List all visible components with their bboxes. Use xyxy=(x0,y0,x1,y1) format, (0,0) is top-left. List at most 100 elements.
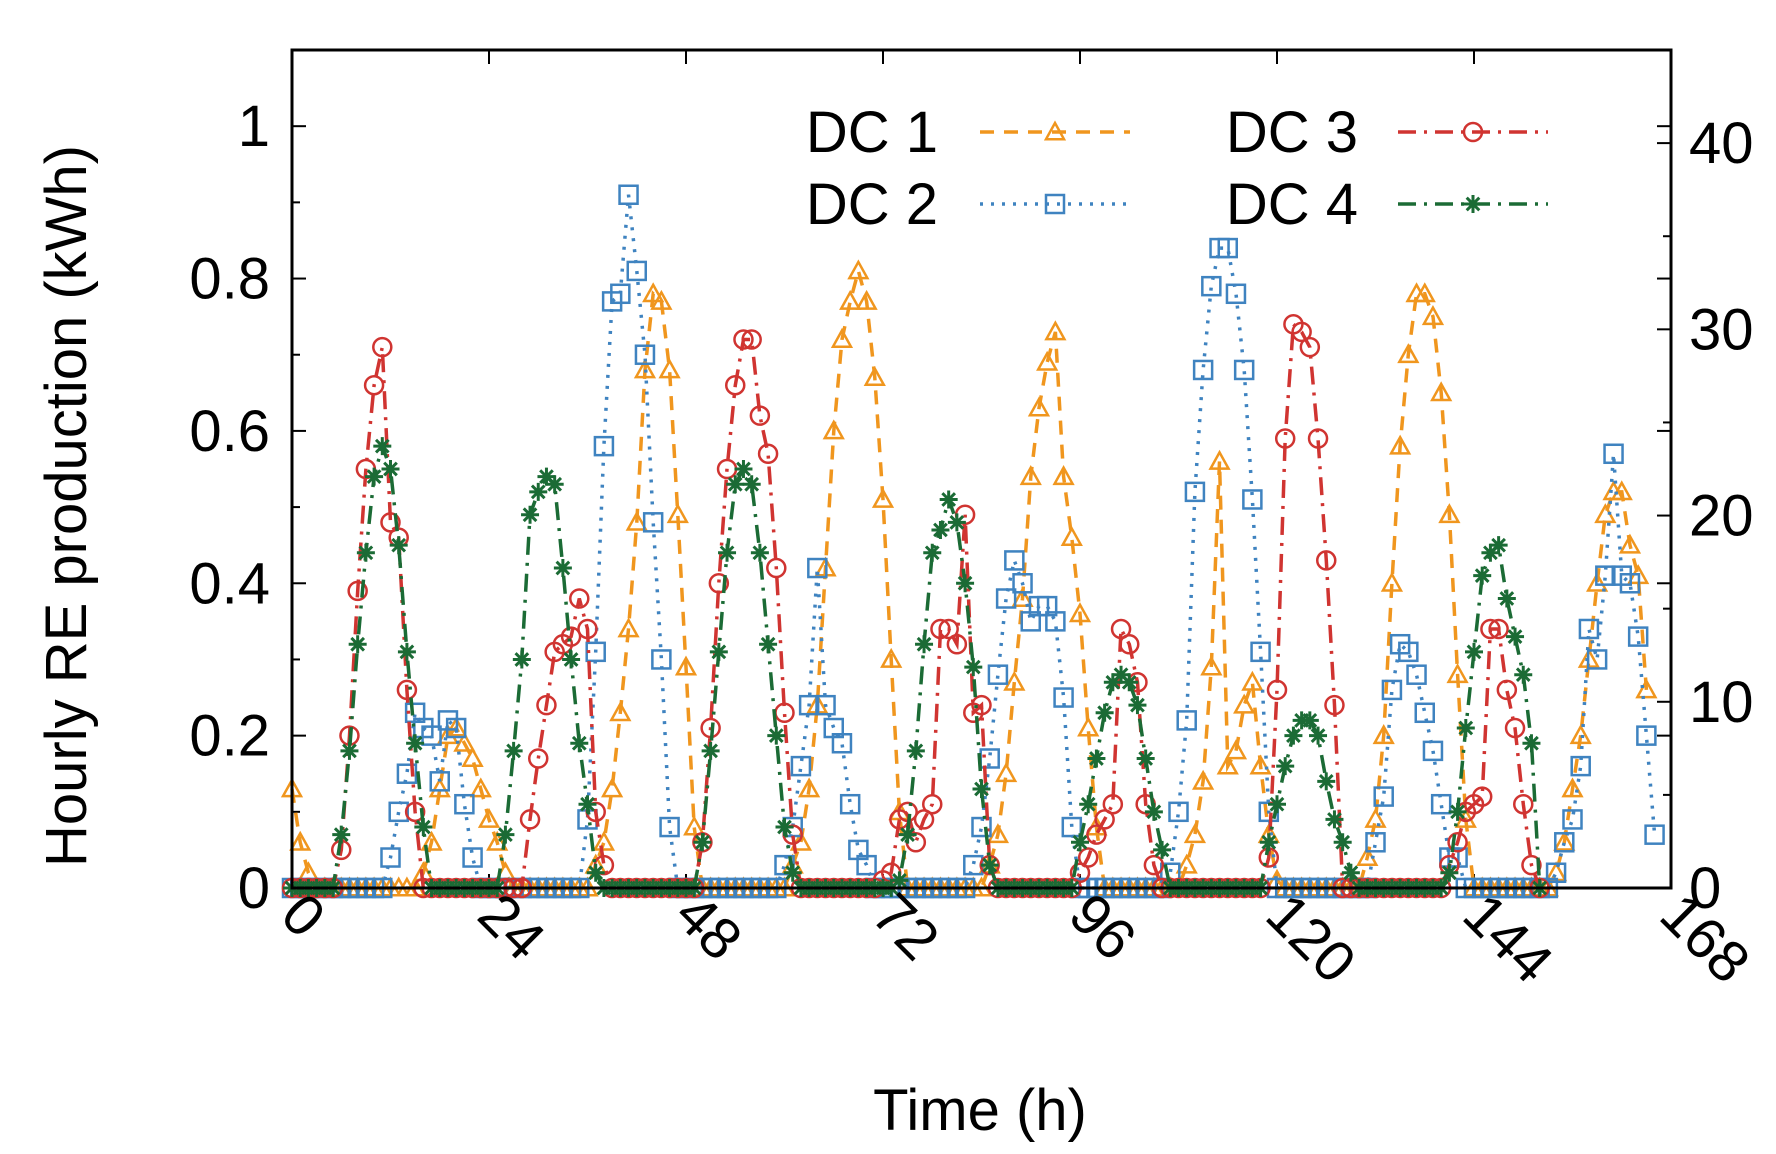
data-point xyxy=(898,825,917,844)
data-point xyxy=(389,536,408,555)
data-point xyxy=(429,771,450,792)
data-point xyxy=(562,650,581,669)
data-point xyxy=(420,830,443,851)
data-point xyxy=(839,289,862,310)
data-point xyxy=(428,777,451,798)
data-point xyxy=(1217,237,1238,259)
data-point xyxy=(856,854,877,876)
data-point xyxy=(1307,428,1329,449)
data-point xyxy=(1372,724,1395,745)
y2-tick-label: 30 xyxy=(1689,297,1754,362)
data-point xyxy=(521,505,540,524)
data-point xyxy=(1086,824,1107,845)
data-point xyxy=(626,260,647,282)
data-point xyxy=(1208,449,1231,470)
data-point xyxy=(380,847,401,868)
data-point xyxy=(1102,793,1124,815)
data-point xyxy=(1513,793,1534,815)
data-point xyxy=(1043,120,1067,141)
data-point xyxy=(1183,823,1207,844)
data-point xyxy=(1112,665,1131,684)
data-point xyxy=(1497,589,1516,608)
data-point xyxy=(570,734,589,753)
data-point xyxy=(445,717,467,739)
data-point xyxy=(348,635,367,654)
data-point xyxy=(931,520,950,539)
data-point xyxy=(340,741,359,760)
data-point xyxy=(1044,193,1066,215)
data-point xyxy=(1414,702,1435,724)
data-point xyxy=(586,863,605,882)
data-point xyxy=(625,510,648,531)
data-point xyxy=(1610,480,1633,501)
data-point xyxy=(1044,320,1067,341)
data-point xyxy=(642,282,665,303)
data-point xyxy=(822,419,845,440)
data-point xyxy=(831,733,853,754)
data-point xyxy=(1061,816,1083,838)
data-point xyxy=(1128,696,1147,715)
data-point xyxy=(609,701,632,722)
data-point xyxy=(1422,740,1444,762)
data-point xyxy=(1200,655,1223,676)
data-point xyxy=(1103,673,1122,692)
data-point xyxy=(789,830,813,851)
data-point xyxy=(617,617,640,638)
data-point xyxy=(1430,381,1453,402)
data-point xyxy=(1522,734,1541,753)
data-point xyxy=(601,777,624,798)
data-point xyxy=(830,327,854,348)
data-point xyxy=(577,618,598,640)
data-point xyxy=(381,460,400,478)
data-point xyxy=(1259,833,1278,852)
legend-label-dc-2: DC 2 xyxy=(806,172,938,237)
data-point xyxy=(759,635,778,654)
data-point xyxy=(1456,719,1475,738)
y-tick-label: 0.6 xyxy=(189,399,270,464)
data-point xyxy=(946,633,968,655)
data-point xyxy=(913,809,935,830)
data-point xyxy=(454,793,475,815)
series-dc-4 xyxy=(283,437,1549,897)
data-point xyxy=(1274,428,1296,449)
data-point xyxy=(1636,725,1657,746)
data-point xyxy=(578,795,597,814)
data-point xyxy=(397,642,416,661)
data-point xyxy=(1045,611,1066,632)
data-point xyxy=(545,475,564,494)
series-line xyxy=(292,320,1542,890)
data-point xyxy=(890,871,909,890)
legend-sample xyxy=(1398,195,1548,213)
data-point xyxy=(406,734,425,753)
data-point xyxy=(610,283,631,305)
data-point xyxy=(1514,665,1533,684)
data-point xyxy=(1627,626,1649,647)
data-point xyxy=(1153,840,1172,859)
data-point xyxy=(373,437,392,456)
data-point xyxy=(1380,571,1404,592)
data-point xyxy=(634,344,656,365)
data-point xyxy=(593,435,615,457)
data-point xyxy=(783,863,802,882)
data-point xyxy=(372,336,393,358)
data-point xyxy=(1019,465,1042,486)
data-point xyxy=(1266,679,1288,701)
data-point xyxy=(1397,343,1420,364)
data-point xyxy=(1324,694,1345,716)
y-tick-label: 0.8 xyxy=(189,247,270,312)
y2-tick-label: 20 xyxy=(1689,484,1754,549)
data-point xyxy=(347,580,368,602)
data-point xyxy=(651,649,672,670)
y2-tick-label: 0 xyxy=(1689,856,1721,921)
x-axis-label: Time (h) xyxy=(873,1078,1087,1143)
data-point xyxy=(1496,679,1518,701)
data-point xyxy=(1120,673,1139,692)
data-point xyxy=(1430,793,1452,815)
data-point xyxy=(289,830,312,851)
data-point xyxy=(504,741,523,760)
data-point xyxy=(1077,716,1100,737)
data-point xyxy=(388,801,409,823)
x-tick-label: 120 xyxy=(1254,881,1368,995)
